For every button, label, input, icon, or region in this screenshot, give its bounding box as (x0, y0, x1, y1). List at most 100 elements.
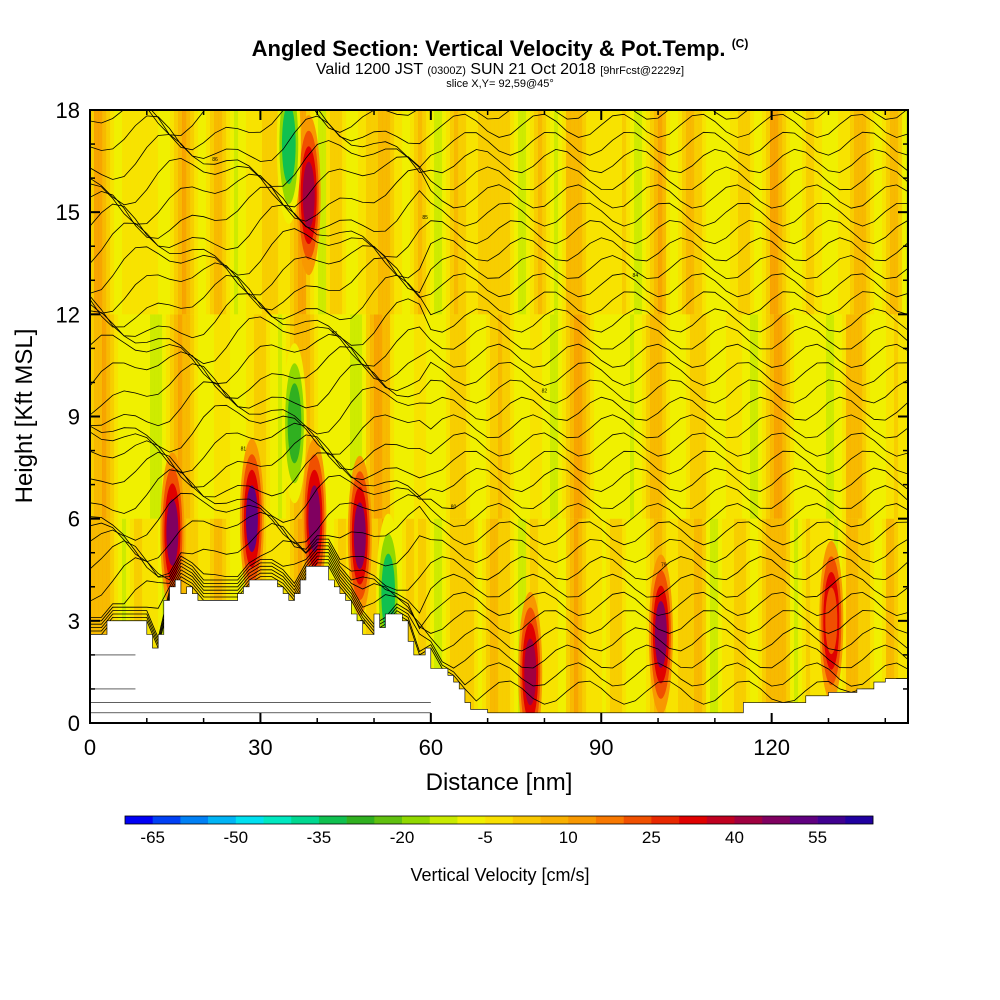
velocity-cell (882, 518, 887, 723)
valid-utc: (0300Z) (427, 65, 466, 77)
velocity-cell (786, 314, 791, 519)
velocity-cell (222, 314, 227, 519)
velocity-cell (518, 518, 523, 723)
velocity-cell (758, 110, 763, 315)
isentrope-line (90, 559, 908, 669)
velocity-cell (406, 314, 411, 519)
velocity-cell (606, 518, 611, 723)
colorbar-swatch (180, 816, 209, 824)
velocity-cell (562, 518, 567, 723)
velocity-cell (722, 110, 727, 315)
velocity-cell (390, 110, 395, 315)
velocity-cell (834, 110, 839, 315)
velocity-cell (490, 518, 495, 723)
velocity-cell (146, 314, 151, 519)
velocity-cell (806, 314, 811, 519)
colorbar-tick-label: 40 (725, 828, 744, 847)
velocity-cell (322, 314, 327, 519)
velocity-cell (458, 314, 463, 519)
velocity-cell (230, 314, 235, 519)
x-tick-label: 90 (589, 735, 613, 760)
velocity-cell (242, 314, 247, 519)
velocity-cell (590, 518, 595, 723)
isentrope-line (90, 363, 908, 416)
velocity-cell (746, 110, 751, 315)
velocity-cell (514, 314, 519, 519)
velocity-cell (186, 314, 191, 519)
velocity-cell (486, 518, 491, 723)
isentrope-line (90, 492, 908, 544)
updraft-core (302, 161, 315, 229)
velocity-cell (346, 110, 351, 315)
velocity-cell (746, 314, 751, 519)
velocity-cell (162, 314, 167, 519)
velocity-cell (526, 110, 531, 315)
velocity-cell (334, 314, 339, 519)
velocity-cell (770, 314, 775, 519)
isentrope-label: 83 (331, 331, 337, 337)
velocity-cell (258, 314, 263, 519)
velocity-cell (190, 110, 195, 315)
velocity-cell (750, 314, 755, 519)
velocity-cell (778, 110, 783, 315)
velocity-cell (750, 110, 755, 315)
updraft-core (654, 601, 667, 668)
velocity-cell (622, 518, 627, 723)
velocity-cell (718, 314, 723, 519)
velocity-cell (378, 110, 383, 315)
isentrope-line (90, 186, 908, 239)
velocity-cell (858, 110, 863, 315)
velocity-cell (470, 314, 475, 519)
velocity-cell (574, 518, 579, 723)
velocity-cell (682, 110, 687, 315)
velocity-cell (614, 110, 619, 315)
isentrope-line (90, 381, 908, 435)
x-tick-label: 120 (753, 735, 790, 760)
colorbar-swatch (402, 816, 431, 824)
velocity-cell (118, 314, 123, 519)
velocity-cell (686, 110, 691, 315)
velocity-cell (658, 110, 663, 315)
velocity-cell (194, 314, 199, 519)
velocity-cell (786, 110, 791, 315)
velocity-cell (270, 314, 275, 519)
velocity-cell (762, 110, 767, 315)
velocity-cell (554, 110, 559, 315)
velocity-cell (550, 518, 555, 723)
velocity-cell (842, 314, 847, 519)
velocity-cell (722, 314, 727, 519)
velocity-cell (226, 110, 231, 315)
velocity-cell (586, 518, 591, 723)
colorbar-frame (124, 815, 874, 825)
velocity-cell (174, 314, 179, 519)
updraft-core (353, 502, 366, 570)
velocity-cell (618, 314, 623, 519)
velocity-cell (266, 110, 271, 315)
velocity-field (90, 110, 908, 723)
velocity-cell (546, 314, 551, 519)
velocity-cell (786, 518, 791, 723)
velocity-cell (734, 314, 739, 519)
velocity-cell (170, 110, 175, 315)
velocity-cell (578, 518, 583, 723)
velocity-cell (422, 518, 427, 723)
velocity-cell (634, 314, 639, 519)
updraft-core (524, 638, 537, 706)
velocity-cell (166, 110, 171, 315)
colorbar-swatch (789, 816, 818, 824)
velocity-cell (738, 518, 743, 723)
isentrope-line (90, 422, 908, 474)
velocity-cell (498, 110, 503, 315)
velocity-cell (438, 110, 443, 315)
velocity-cell (354, 314, 359, 519)
velocity-cell (398, 314, 403, 519)
x-tick-label: 60 (419, 735, 443, 760)
velocity-cell (574, 110, 579, 315)
velocity-cell (158, 314, 163, 519)
velocity-cell (726, 110, 731, 315)
isentrope-line (90, 552, 908, 634)
velocity-cell (206, 314, 211, 519)
colorbar-swatch (651, 816, 680, 824)
velocity-cell (642, 518, 647, 723)
velocity-cell (582, 314, 587, 519)
